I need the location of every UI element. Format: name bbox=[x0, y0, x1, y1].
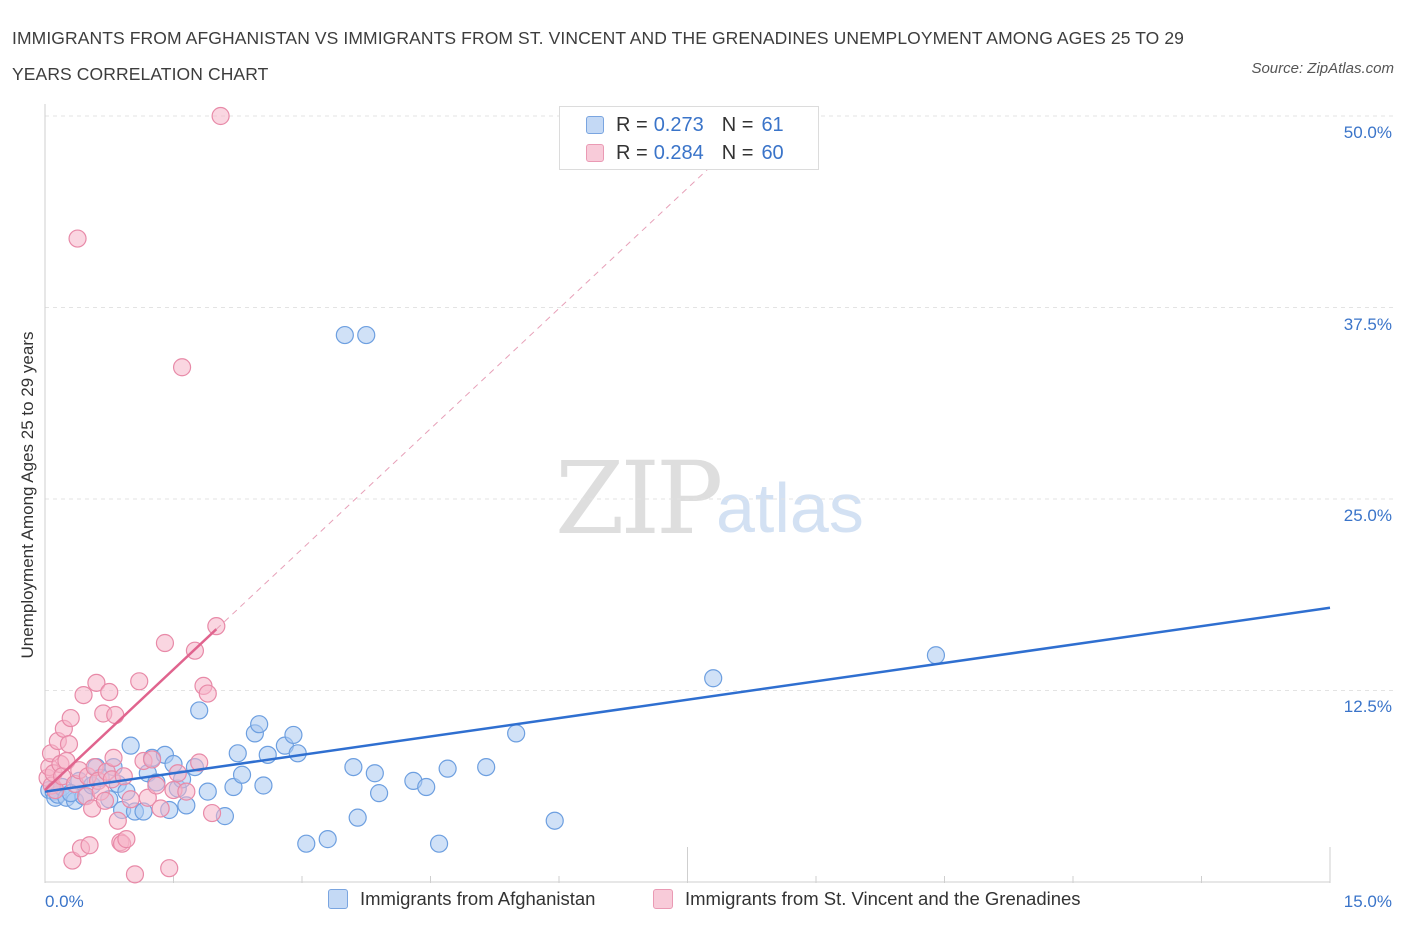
afghanistan-point bbox=[365, 764, 384, 783]
y-tick-label: 12.5% bbox=[1343, 697, 1392, 716]
st-vincent-point bbox=[207, 617, 226, 636]
series-legend: Immigrants from Afghanistan Immigrants f… bbox=[0, 888, 1406, 916]
afghanistan-point bbox=[344, 757, 363, 777]
afghanistan-point bbox=[370, 784, 389, 803]
x-tick-label-min: 0.0% bbox=[45, 892, 84, 911]
y-tick-label: 37.5% bbox=[1343, 315, 1392, 334]
legend-r-value: 0.284 bbox=[653, 141, 704, 164]
legend-swatch-blue bbox=[328, 889, 348, 909]
legend-r-label: R = bbox=[616, 113, 648, 136]
watermark-atlas: atlas bbox=[716, 469, 864, 547]
y-tick-label: 50.0% bbox=[1343, 123, 1392, 142]
st-vincent-point bbox=[117, 830, 136, 849]
st-vincent-point bbox=[155, 633, 175, 653]
st-vincent-trendline bbox=[44, 628, 218, 791]
legend-row-st-vincent: R = 0.284 N = 60 bbox=[586, 140, 784, 166]
y-tick-label: 25.0% bbox=[1343, 506, 1392, 525]
legend-r-value: 0.273 bbox=[653, 113, 704, 136]
afghanistan-trendline bbox=[44, 606, 1331, 793]
afghanistan-point bbox=[438, 759, 457, 778]
legend-swatch-pink bbox=[653, 889, 673, 909]
legend-row-afghanistan: R = 0.273 N = 61 bbox=[586, 112, 784, 138]
st-vincent-point bbox=[198, 684, 217, 703]
st-vincent-point bbox=[87, 673, 106, 692]
correlation-legend: R = 0.273 N = 61 R = 0.284 N = 60 bbox=[559, 106, 819, 170]
afghanistan-point bbox=[232, 765, 252, 784]
afghanistan-point bbox=[228, 744, 247, 763]
st-vincent-point bbox=[80, 836, 99, 855]
legend-n-value: 60 bbox=[761, 141, 784, 164]
st-vincent-point bbox=[95, 791, 115, 810]
st-vincent-point bbox=[147, 776, 166, 795]
legend-item-afghanistan[interactable]: Immigrants from Afghanistan bbox=[328, 888, 595, 910]
afghanistan-point bbox=[284, 725, 303, 745]
st-vincent-point bbox=[68, 229, 87, 248]
chart-title: IMMIGRANTS FROM AFGHANISTAN VS IMMIGRANT… bbox=[12, 28, 1185, 84]
afghanistan-point bbox=[250, 715, 269, 734]
chart-source: Source: ZipAtlas.com bbox=[1251, 60, 1394, 77]
st-vincent-point bbox=[211, 106, 230, 126]
afghanistan-point bbox=[477, 757, 496, 777]
st-vincent-point bbox=[151, 799, 170, 818]
afghanistan-point bbox=[190, 701, 209, 720]
legend-swatch-pink bbox=[586, 144, 604, 162]
afghanistan-point bbox=[198, 782, 217, 801]
st-vincent-point bbox=[108, 811, 127, 830]
st-vincent-point bbox=[142, 750, 162, 769]
legend-label: Immigrants from St. Vincent and the Gren… bbox=[685, 888, 1081, 909]
st-vincent-point bbox=[74, 685, 93, 705]
afghanistan-point bbox=[417, 777, 436, 797]
st-vincent-point bbox=[61, 708, 80, 728]
st-vincent-point bbox=[100, 682, 119, 702]
st-vincent-point bbox=[202, 803, 222, 823]
st-vincent-point bbox=[172, 358, 192, 377]
legend-n-value: 61 bbox=[761, 113, 784, 136]
st-vincent-point bbox=[190, 753, 209, 772]
afghanistan-point bbox=[704, 669, 723, 688]
afghanistan-point bbox=[318, 830, 337, 849]
afghanistan-point bbox=[254, 776, 273, 795]
afghanistan-point bbox=[357, 325, 376, 345]
st-vincent-point bbox=[160, 859, 179, 878]
afghanistan-point bbox=[926, 646, 946, 665]
y-axis-label: Unemployment Among Ages 25 to 29 years bbox=[18, 331, 37, 659]
afghanistan-point bbox=[121, 736, 140, 755]
afghanistan-point bbox=[545, 811, 564, 830]
afghanistan-point bbox=[335, 325, 354, 345]
legend-n-label: N = bbox=[721, 113, 754, 136]
st-vincent-point bbox=[104, 748, 123, 768]
x-tick-label-max: 15.0% bbox=[1343, 892, 1392, 911]
legend-r-label: R = bbox=[616, 141, 648, 164]
st-vincent-point bbox=[125, 865, 145, 884]
afghanistan-point bbox=[288, 744, 307, 763]
st-vincent-point bbox=[59, 735, 79, 754]
st-vincent-point bbox=[106, 705, 125, 725]
legend-item-st-vincent[interactable]: Immigrants from St. Vincent and the Gren… bbox=[653, 888, 1081, 910]
afghanistan-point bbox=[429, 834, 449, 853]
st-vincent-point bbox=[130, 672, 149, 691]
afghanistan-point bbox=[297, 834, 316, 853]
legend-n-label: N = bbox=[721, 141, 754, 164]
afghanistan-point bbox=[348, 808, 367, 827]
afghanistan-point bbox=[507, 724, 526, 743]
st-vincent-point bbox=[177, 782, 196, 801]
legend-label: Immigrants from Afghanistan bbox=[360, 888, 596, 909]
st-vincent-trendline-extension bbox=[215, 115, 765, 630]
legend-swatch-blue bbox=[586, 116, 604, 134]
st-vincent-point bbox=[121, 790, 140, 809]
